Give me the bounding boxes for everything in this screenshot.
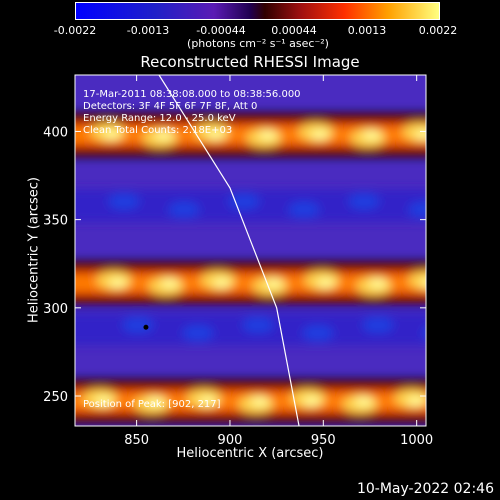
x-axis-label: Heliocentric X (arcsec) [176, 446, 324, 461]
colorbar [75, 2, 440, 20]
y-tick-label: 300 [43, 302, 68, 317]
x-tick-label: 1000 [400, 433, 433, 448]
y-axis-label: Heliocentric Y (arcsec) [26, 177, 42, 323]
dark-emission-band [75, 189, 426, 222]
colorbar-tick: 0.0013 [347, 24, 387, 37]
bright-emission-band [75, 261, 426, 306]
info-counts: Clean Total Counts: 2.18E+03 [83, 125, 233, 136]
info-time-range: 17-Mar-2011 08:38:08.000 to 08:38:56.000 [83, 89, 301, 100]
info-peak-position: Position of Peak: [902, 217] [83, 399, 221, 410]
colorbar-tick: 0.00044 [271, 24, 317, 37]
colorbar-tick: 0.0022 [418, 24, 458, 37]
timestamp-footer: 10-May-2022 02:46 [356, 481, 494, 497]
colorbar-unit: (photons cm⁻² s⁻¹ asec⁻²) [187, 37, 329, 50]
colorbar-tick: -0.00044 [196, 24, 246, 37]
peak-marker [143, 324, 149, 330]
y-tick-label: 400 [43, 125, 68, 140]
x-tick-label: 950 [311, 433, 336, 448]
dark-emission-band [75, 312, 426, 345]
x-tick-label: 850 [124, 433, 149, 448]
x-tick-label: 900 [218, 433, 243, 448]
bright-emission-band [75, 112, 426, 157]
chart-title: Reconstructed RHESSI Image [140, 53, 360, 71]
solar-limb-line [158, 75, 300, 426]
y-tick-label: 250 [43, 390, 68, 405]
y-tick-label: 350 [43, 214, 68, 229]
bright-emission-band [75, 379, 426, 424]
info-energy-range: Energy Range: 12.0 - 25.0 keV [83, 113, 236, 124]
colorbar-tick: -0.0013 [126, 24, 170, 37]
info-detectors: Detectors: 3F 4F 5F 6F 7F 8F, Att 0 [83, 101, 258, 112]
plot-frame [74, 74, 427, 427]
colorbar-tick: -0.0022 [53, 24, 97, 37]
